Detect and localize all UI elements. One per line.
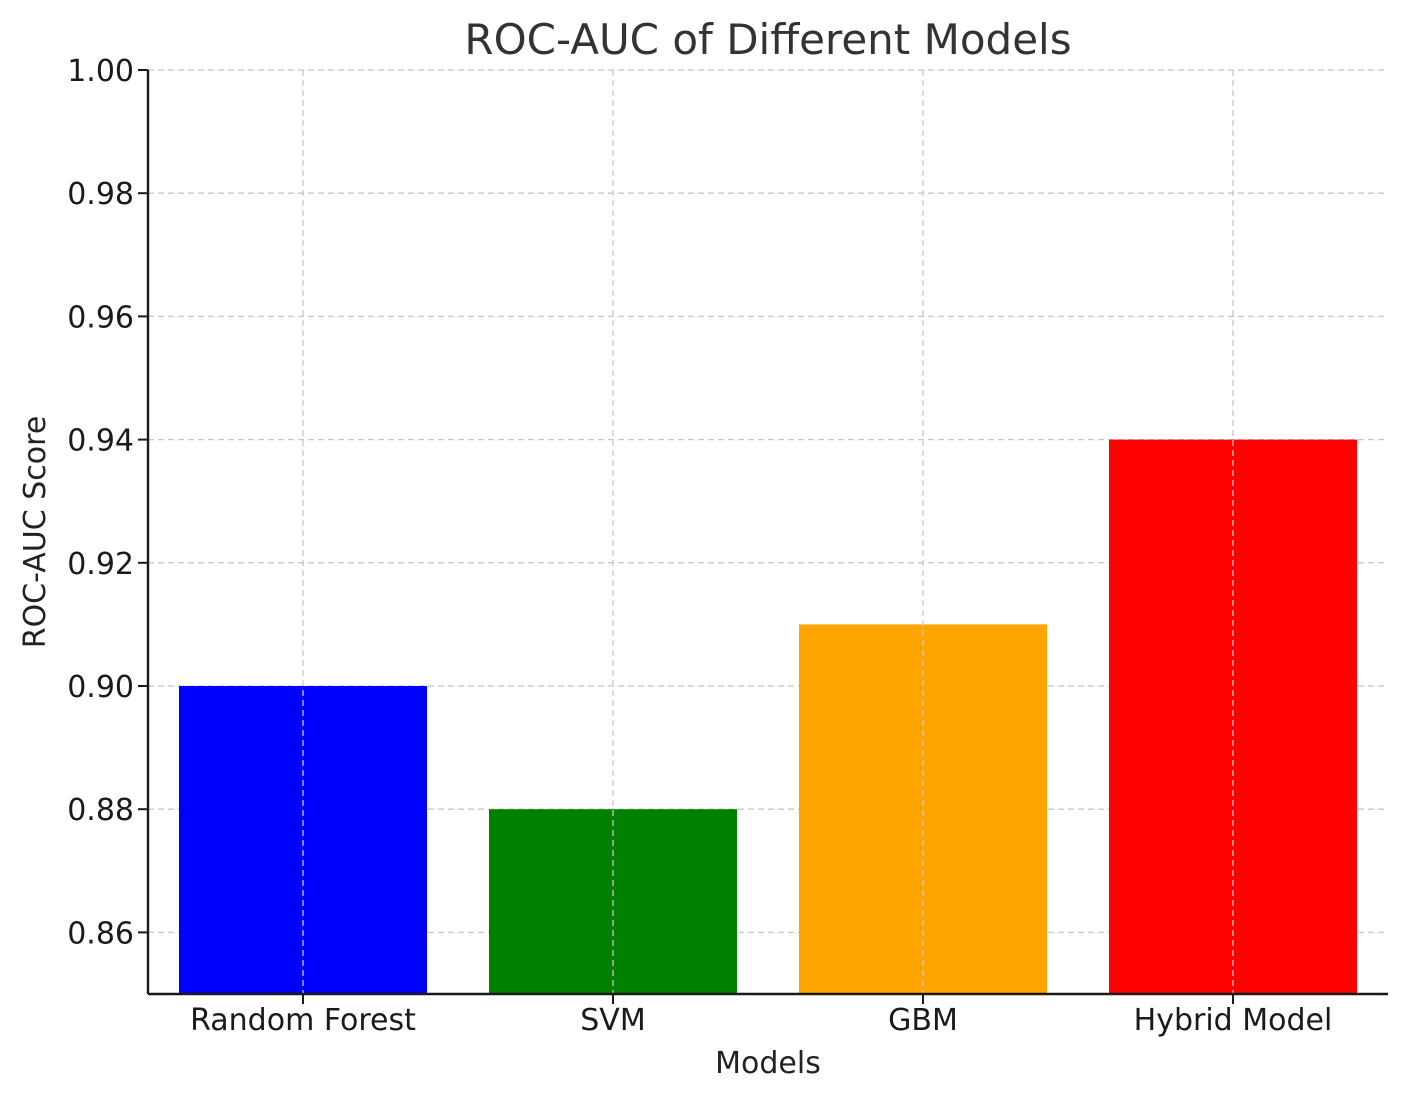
y-tick-label: 0.94: [67, 424, 134, 459]
bar: [799, 624, 1047, 994]
chart-title: ROC-AUC of Different Models: [464, 15, 1071, 64]
x-tick-labels: Random Forest SVM GBM Hybrid Model: [190, 1003, 1332, 1038]
x-tick-label: Hybrid Model: [1134, 1003, 1333, 1038]
x-tick-label: Random Forest: [190, 1003, 416, 1038]
y-tick-label: 0.98: [67, 177, 134, 212]
x-tick-label: SVM: [580, 1003, 645, 1038]
x-tick-label: GBM: [888, 1003, 958, 1038]
axes-group: [138, 69, 1388, 1004]
y-tick-label: 1.00: [67, 54, 134, 89]
y-tick-label: 0.86: [67, 916, 134, 951]
y-tick-label: 0.92: [67, 547, 134, 582]
y-tick-label: 0.96: [67, 300, 134, 335]
y-tick-label: 0.88: [67, 793, 134, 828]
y-tick-labels: 0.86 0.88 0.90 0.92 0.94 0.96 0.98 1.00: [67, 54, 134, 951]
vertical-grid-lines: [302, 70, 1234, 994]
x-axis-label: Models: [715, 1046, 821, 1081]
bars-group: [179, 439, 1357, 995]
y-axis-label: ROC-AUC Score: [18, 416, 53, 649]
y-tick-label: 0.90: [67, 670, 134, 705]
